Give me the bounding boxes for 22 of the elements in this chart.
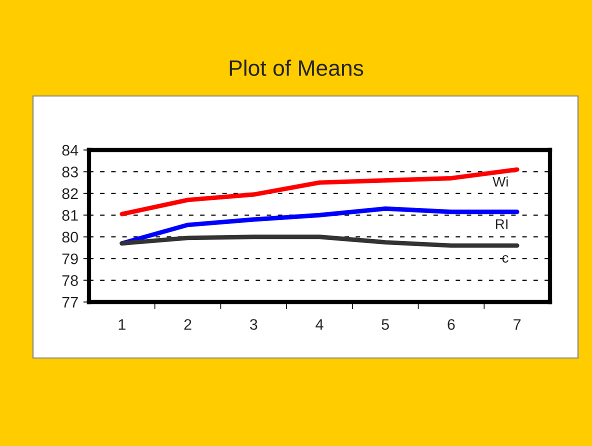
- y-tick-label: 81: [62, 210, 78, 221]
- y-tick-label: 83: [62, 166, 78, 178]
- x-tick-label: 2: [184, 319, 192, 330]
- chart-title: Plot of Means: [230, 60, 364, 76]
- x-tick-label: 6: [448, 319, 455, 330]
- y-tick-label: 77: [62, 297, 78, 308]
- line-series: [120, 167, 520, 216]
- line-series: [120, 206, 520, 246]
- line-series: [120, 234, 520, 248]
- series-label: RI: [496, 219, 508, 229]
- y-tick-label: 78: [62, 275, 78, 286]
- series-label: Wi: [492, 176, 508, 187]
- x-tick-label: 3: [250, 319, 258, 330]
- y-tick-label: 82: [62, 188, 78, 200]
- y-tick-label: 79: [62, 253, 78, 264]
- series-label: c: [502, 255, 508, 263]
- y-tick-label: 80: [62, 232, 78, 243]
- x-tick-label: 1: [118, 319, 126, 330]
- y-tick-label: 84: [62, 144, 78, 156]
- x-tick-label: 7: [514, 319, 521, 330]
- x-tick-label: 5: [382, 319, 389, 330]
- x-tick-label: 4: [316, 319, 324, 330]
